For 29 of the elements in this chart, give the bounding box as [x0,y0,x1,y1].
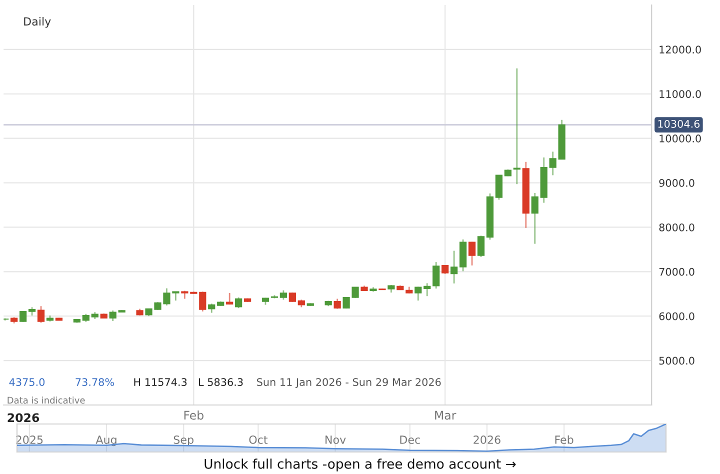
y-tick-label: 8000.0 [659,223,694,232]
y-tick-label: 5000.0 [659,356,694,365]
x-tick-label: Sep [174,436,194,446]
x-tick-label: Aug [96,436,116,446]
y-tick-label: 11000.0 [660,90,701,98]
annotation: L 5836.3 [199,378,243,386]
x-tick-label: 2026 [474,436,500,444]
ref-line-label: 10304.6 [658,120,700,128]
y-tick-label: 9000.0 [659,179,694,187]
candlestick [288,292,296,303]
annotation: Sun 11 Jan 2026 - Sun 29 Mar 2026 [257,378,441,388]
y-tick-label: 10000.0 [660,134,701,142]
x-tick-label: Feb [184,410,204,420]
x-tick-label: Nov [326,436,346,444]
text: Daily [24,17,51,28]
x-tick-label: Feb [555,435,574,444]
y-tick-label: 12000.0 [660,46,701,54]
candlestick [19,310,27,323]
annotation: 4375.0 [9,378,45,386]
x-tick-label: Mar [435,410,456,420]
text: Unlock full charts -open a free demo account → [204,458,516,472]
annotation: 73.78% [76,378,114,386]
annotation: H 11574.3 [134,378,187,386]
y-tick-label: 6000.0 [659,312,694,320]
y-tick-label: 7000.0 [659,268,694,276]
x-tick-label: 2025 [16,436,43,444]
annotation: Data is indicative [8,396,85,404]
x-tick-label: Oct [249,436,268,444]
x-tick-label: Dec [400,436,420,444]
